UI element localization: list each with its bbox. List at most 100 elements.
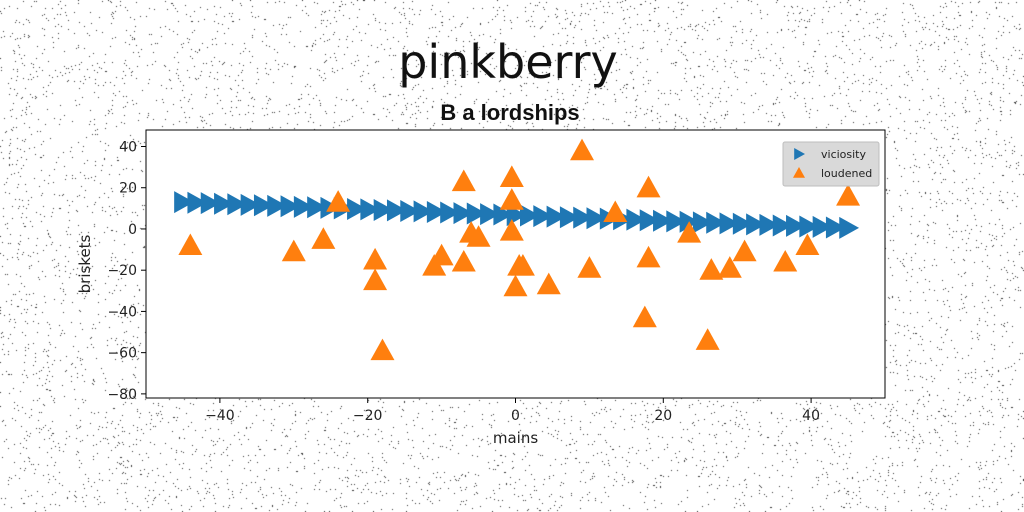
- loudened-point: [499, 165, 524, 188]
- viciosity-point: [692, 211, 713, 234]
- loudened-point: [503, 274, 528, 297]
- loudened-point: [570, 138, 595, 161]
- loudened-point: [363, 268, 388, 291]
- viciosity-point: [360, 198, 381, 221]
- viciosity-point: [426, 201, 447, 224]
- viciosity-point: [639, 209, 660, 232]
- viciosity-point: [187, 191, 208, 214]
- x-tick-label: −20: [353, 408, 383, 424]
- loudened-point: [699, 258, 724, 280]
- viciosity-point: [307, 196, 327, 219]
- viciosity-point: [386, 199, 407, 222]
- y-tick-label: 0: [128, 222, 137, 238]
- loudened-point: [363, 247, 388, 270]
- viciosity-point: [546, 205, 567, 228]
- y-tick-label: −60: [107, 346, 137, 362]
- legend-box: [782, 141, 880, 187]
- loudened-point: [732, 239, 757, 262]
- plot-frame: [145, 129, 886, 399]
- viciosity-point: [559, 206, 580, 229]
- loudened-point: [536, 272, 561, 295]
- y-tick-label: 40: [119, 139, 137, 155]
- viciosity-point: [520, 204, 540, 227]
- loudened-point: [429, 243, 454, 266]
- viciosity-point: [280, 195, 301, 218]
- legend-label-loudened: loudened: [821, 167, 872, 180]
- viciosity-point: [253, 194, 274, 217]
- viciosity-point: [533, 205, 554, 228]
- series-viciosity: [174, 191, 860, 239]
- viciosity-point: [586, 207, 607, 230]
- legend-label-viciosity: viciosity: [821, 148, 867, 161]
- series-loudened: [178, 138, 861, 361]
- loudened-point: [836, 183, 861, 206]
- viciosity-point: [413, 200, 434, 223]
- y-tick-label: −20: [107, 263, 137, 279]
- viciosity-point: [493, 203, 514, 226]
- viciosity-point: [227, 193, 248, 216]
- viciosity-point: [626, 208, 647, 231]
- viciosity-point: [267, 194, 288, 217]
- loudened-point: [466, 225, 491, 247]
- loudened-point: [636, 245, 661, 268]
- loudened-point: [677, 221, 702, 243]
- x-tick-label: 40: [802, 408, 820, 424]
- viciosity-point: [480, 203, 500, 226]
- loudened-point: [577, 256, 602, 278]
- loudened-point: [311, 227, 336, 249]
- loudened-point: [326, 190, 351, 212]
- x-tick-label: 0: [511, 408, 520, 424]
- viciosity-point: [347, 197, 367, 220]
- y-tick-label: 20: [119, 181, 137, 197]
- viciosity-point: [706, 211, 727, 234]
- y-axis-label: briskets: [76, 234, 94, 293]
- x-tick-label: 20: [654, 408, 672, 424]
- legend-marker-loudened: [793, 167, 805, 178]
- viciosity-point: [732, 212, 753, 235]
- viciosity-point: [466, 202, 487, 225]
- x-tick-label: −40: [205, 408, 235, 424]
- viciosity-point: [440, 201, 460, 224]
- loudened-point: [178, 233, 203, 256]
- viciosity-point: [799, 215, 820, 238]
- chart-title: B a lordships: [440, 100, 579, 125]
- viciosity-point: [772, 214, 793, 237]
- loudened-point: [773, 249, 798, 272]
- viciosity-point: [812, 215, 833, 238]
- viciosity-point: [214, 192, 234, 215]
- viciosity-point: [174, 191, 194, 214]
- loudened-point: [499, 188, 524, 210]
- viciosity-point: [200, 192, 221, 215]
- viciosity-point: [400, 200, 421, 223]
- loudened-point: [795, 233, 820, 256]
- viciosity-point: [240, 193, 261, 216]
- viciosity-point: [839, 216, 860, 239]
- viciosity-point: [786, 214, 806, 237]
- loudened-point: [451, 249, 476, 272]
- loudened-point: [499, 219, 524, 241]
- loudened-point: [603, 200, 628, 223]
- viciosity-point: [666, 210, 687, 233]
- viciosity-point: [293, 195, 314, 218]
- chart-suptitle: pinkberry: [398, 35, 618, 89]
- x-axis-label: mains: [493, 429, 538, 447]
- legend-marker-viciosity: [794, 148, 805, 160]
- loudened-point: [632, 305, 657, 328]
- loudened-point: [451, 169, 476, 192]
- viciosity-point: [746, 213, 766, 236]
- viciosity-point: [719, 212, 740, 235]
- viciosity-point: [453, 202, 474, 225]
- viciosity-point: [373, 198, 394, 221]
- y-tick-label: −80: [107, 387, 137, 403]
- loudened-point: [695, 328, 720, 350]
- loudened-point: [370, 338, 395, 361]
- viciosity-point: [825, 216, 846, 239]
- plot-area: −40 −20 0 20 40 40 20 0 −20 −40 −60 −80 mains brisket…: [76, 129, 886, 447]
- viciosity-point: [573, 206, 594, 229]
- loudened-point: [510, 254, 535, 276]
- viciosity-point: [759, 213, 780, 236]
- loudened-point: [636, 175, 661, 198]
- y-tick-label: −40: [107, 304, 137, 320]
